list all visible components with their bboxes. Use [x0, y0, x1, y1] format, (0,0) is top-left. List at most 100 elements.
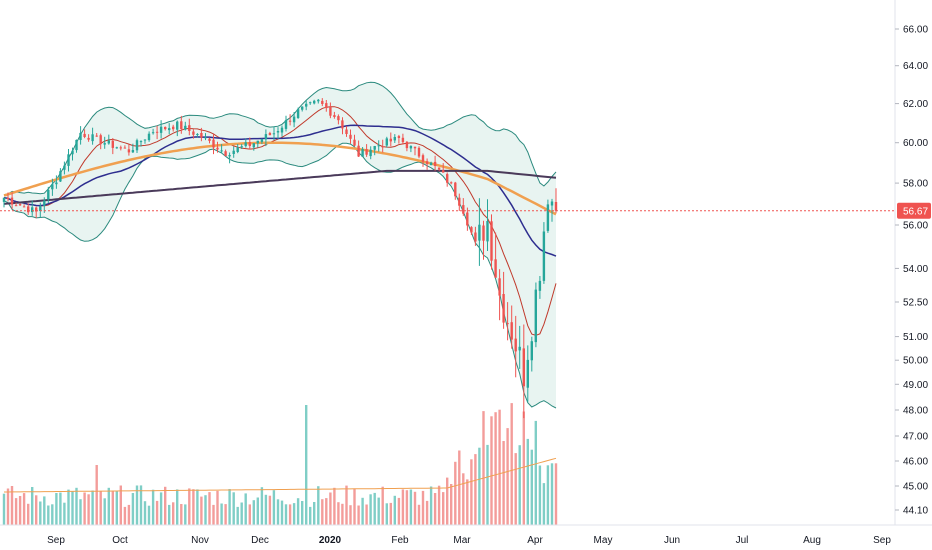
candle-body — [405, 141, 409, 149]
volume-bar — [39, 501, 42, 525]
candle-body — [184, 125, 187, 130]
volume-bar — [284, 504, 288, 525]
candle-body — [192, 131, 195, 135]
candle-body — [103, 143, 106, 145]
volume-bar — [248, 504, 251, 525]
volume-ma-line — [4, 457, 557, 493]
volume-bar — [337, 502, 340, 525]
volume-bar — [143, 501, 147, 525]
price-tick-label: 54.00 — [903, 264, 928, 275]
volume-bar — [127, 504, 131, 525]
candle-body — [345, 129, 348, 134]
volume-bar — [196, 489, 199, 525]
candle-body — [413, 146, 417, 149]
volume-bar — [188, 488, 191, 525]
candle-body — [22, 206, 26, 208]
volume-bar — [518, 445, 521, 525]
candle-body — [466, 212, 469, 226]
volume-bar — [526, 438, 529, 525]
volume-bar — [75, 487, 78, 525]
volume-bar — [446, 477, 449, 525]
volume-bar — [417, 504, 421, 525]
volume-bar — [514, 453, 517, 525]
volume-bar — [317, 486, 320, 525]
candle-body — [365, 149, 368, 155]
time-tick-label: Jul — [736, 535, 749, 546]
volume-bar — [425, 500, 429, 525]
volume-bar — [168, 504, 171, 525]
candle-body — [87, 137, 90, 140]
volume-bar — [437, 485, 441, 525]
candle-body — [111, 140, 114, 148]
volume-bar — [450, 484, 453, 525]
candle-body — [361, 149, 364, 157]
price-tick-label: 58.00 — [903, 179, 928, 190]
volume-bar — [288, 504, 292, 525]
volume-bar — [341, 503, 344, 525]
price-tick-label: 49.00 — [903, 380, 928, 391]
volume-bar — [87, 494, 90, 525]
candle-body — [248, 142, 251, 146]
price-axis[interactable]: 66.00 64.00 62.00 60.00 58.00 56.00 54.00 52.50… — [895, 25, 928, 517]
price-tick-label: 51.00 — [903, 332, 928, 343]
candle-body — [115, 147, 118, 149]
price-tick-label: 60.00 — [903, 138, 928, 149]
candle-body — [494, 259, 497, 278]
candle-body — [236, 147, 239, 152]
candle-body — [244, 142, 247, 147]
volume-bar — [220, 503, 223, 525]
volume-bar — [212, 504, 215, 525]
candle-body — [329, 107, 332, 116]
candle-body — [433, 161, 437, 166]
candle-body — [546, 204, 550, 231]
volume-bar — [522, 411, 525, 525]
volume-bar — [47, 505, 50, 525]
price-tick-label: 47.00 — [903, 432, 928, 443]
candle-body — [232, 150, 235, 154]
price-tick-label: 56.00 — [903, 221, 928, 232]
volume-bar — [67, 489, 70, 525]
volume-bar — [115, 491, 118, 525]
volume-bar — [252, 500, 255, 525]
candle-body — [522, 348, 525, 387]
volume-bar — [309, 506, 312, 525]
volume-bar — [135, 485, 139, 525]
volume-bar — [369, 494, 372, 525]
candle-body — [147, 133, 151, 141]
volume-bar — [502, 441, 505, 525]
volume-bar — [413, 491, 417, 525]
volume-bar — [22, 493, 26, 525]
volume-bar — [139, 485, 143, 525]
candle-body — [143, 139, 147, 141]
volume-bar — [462, 473, 465, 525]
candle-body — [264, 134, 268, 140]
last-price-badge: 56.67 — [897, 202, 931, 219]
volume-bar — [296, 498, 300, 525]
candle-body — [321, 100, 324, 104]
candle-body — [83, 133, 86, 137]
time-axis[interactable]: Sep Oct Nov Dec 2020 Feb Mar Apr May Jun Jul Aug Sep — [47, 535, 891, 546]
volume-bar — [433, 493, 437, 525]
candle-body — [204, 137, 207, 139]
candle-body — [369, 149, 372, 157]
volume-bar — [442, 492, 445, 525]
volume-bar — [554, 463, 558, 525]
volume-bars — [2, 403, 558, 525]
volume-bar — [534, 420, 537, 525]
time-tick-label: Nov — [191, 535, 209, 546]
price-tick-label: 62.00 — [903, 99, 928, 110]
candle-body — [486, 221, 489, 242]
candle-body — [429, 162, 433, 166]
candle-body — [228, 155, 231, 157]
candle-body — [474, 232, 477, 242]
volume-bar — [538, 465, 542, 525]
candle-body — [127, 149, 131, 153]
volume-bar — [6, 488, 10, 525]
volume-bar — [498, 409, 501, 525]
candle-body — [151, 132, 155, 134]
candle-body — [309, 102, 312, 104]
price-tick-label: 48.00 — [903, 406, 928, 417]
candle-body — [139, 141, 143, 143]
candlesticks — [2, 98, 558, 419]
